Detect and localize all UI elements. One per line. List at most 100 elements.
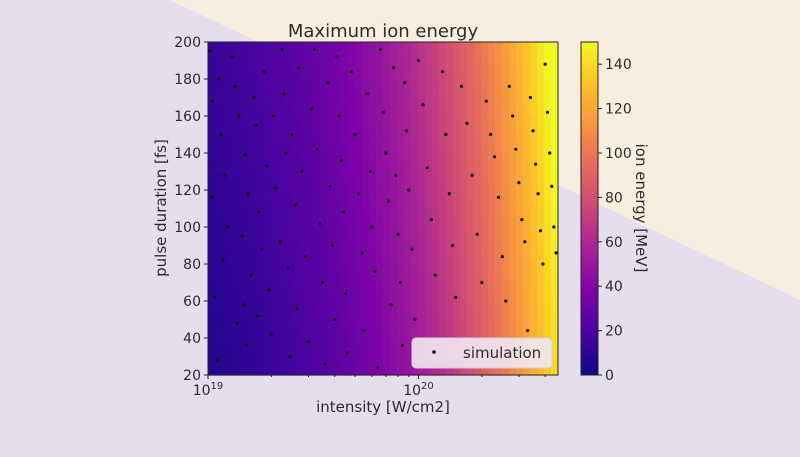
heatmap-cell [285, 208, 293, 219]
heatmap-cell [544, 319, 552, 330]
heatmap-cell [404, 199, 412, 210]
heatmap-cell [320, 356, 328, 367]
scatter-point [341, 210, 345, 214]
scatter-point [295, 306, 299, 310]
heatmap-cell [236, 69, 244, 80]
heatmap-cell [327, 97, 335, 108]
heatmap-cell [320, 227, 328, 237]
heatmap-cell [250, 319, 258, 330]
heatmap-cell [453, 79, 461, 89]
heatmap-cell [236, 79, 244, 89]
heatmap-cell [306, 310, 314, 321]
heatmap-cell [292, 217, 300, 228]
heatmap-cell [411, 282, 419, 293]
scatter-point [440, 70, 445, 74]
heatmap-cell [292, 171, 300, 182]
heatmap-cell [481, 106, 489, 117]
heatmap-cell [250, 217, 258, 228]
heatmap-cell [292, 134, 300, 145]
heatmap-cell [376, 190, 384, 200]
heatmap-cell [313, 60, 321, 71]
heatmap-cell [215, 217, 223, 228]
heatmap-cell [320, 245, 328, 256]
heatmap-cell [488, 143, 496, 154]
heatmap-cell [544, 282, 552, 293]
scatter-point [538, 229, 543, 233]
heatmap-cell [222, 227, 230, 237]
heatmap-cell [467, 60, 475, 71]
heatmap-cell [278, 356, 286, 367]
colorbar-label: ion energy [MeV] [632, 144, 650, 273]
heatmap-cell [271, 217, 279, 228]
scatter-point [286, 266, 290, 270]
heatmap-cell [530, 310, 538, 321]
heatmap-cell [264, 106, 272, 117]
heatmap-cell [341, 217, 349, 228]
heatmap-cell [467, 227, 475, 237]
heatmap-cell [264, 236, 272, 247]
heatmap-cell [376, 116, 384, 126]
heatmap-cell [229, 273, 237, 284]
scatter-point [543, 62, 547, 66]
heatmap-cell [467, 162, 475, 173]
heatmap-cell [502, 319, 510, 330]
heatmap-cell [362, 42, 370, 52]
heatmap-cell [250, 328, 258, 339]
heatmap-cell [320, 236, 328, 247]
heatmap-cell [446, 236, 454, 247]
heatmap-cell [355, 51, 363, 62]
heatmap-cell [467, 153, 475, 163]
heatmap-cell [348, 51, 356, 62]
heatmap-cell [397, 79, 405, 89]
heatmap-cell [369, 42, 377, 52]
heatmap-cell [208, 264, 216, 274]
scatter-point [265, 164, 269, 168]
heatmap-cell [383, 217, 391, 228]
heatmap-cell [257, 116, 265, 126]
heatmap-cell [236, 180, 244, 191]
heatmap-cell [285, 106, 293, 117]
heatmap-cell [299, 51, 307, 62]
heatmap-cell [250, 116, 258, 126]
heatmap-cell [243, 338, 251, 348]
heatmap-cell [271, 190, 279, 200]
heatmap-cell [530, 51, 538, 62]
heatmap-cell [271, 236, 279, 247]
heatmap-cell [481, 171, 489, 182]
scatter-point [368, 169, 372, 174]
heatmap-cell [390, 42, 398, 52]
scatter-point [243, 153, 247, 157]
heatmap-cell [355, 208, 363, 219]
scatter-point [480, 280, 484, 285]
heatmap-cell [488, 190, 496, 200]
heatmap-cell [495, 190, 503, 200]
heatmap-cell [544, 227, 552, 237]
scatter-point [328, 184, 332, 188]
heatmap-cell [537, 51, 545, 62]
heatmap-cell [313, 88, 321, 99]
heatmap-cell [355, 143, 363, 154]
heatmap-cell [313, 51, 321, 62]
heatmap-cell [397, 134, 405, 145]
heatmap-cell [383, 106, 391, 117]
heatmap-cell [481, 273, 489, 284]
heatmap-cell [285, 60, 293, 71]
heatmap-cell [411, 153, 419, 163]
heatmap-cell [299, 60, 307, 71]
heatmap-cell [537, 180, 545, 191]
heatmap-cell [453, 190, 461, 200]
heatmap-cell [481, 79, 489, 89]
heatmap-cell [544, 301, 552, 311]
heatmap-cell [509, 328, 517, 339]
heatmap-cell [411, 116, 419, 126]
heatmap-cell [271, 301, 279, 311]
heatmap-cell [320, 180, 328, 191]
heatmap-cell [488, 199, 496, 210]
scatter-point [465, 121, 469, 125]
heatmap-cell [222, 282, 230, 293]
heatmap-cell [215, 116, 223, 126]
heatmap-cell [523, 60, 531, 71]
heatmap-cell [425, 319, 433, 330]
scatter-point [520, 218, 524, 222]
heatmap-cell [250, 338, 258, 348]
